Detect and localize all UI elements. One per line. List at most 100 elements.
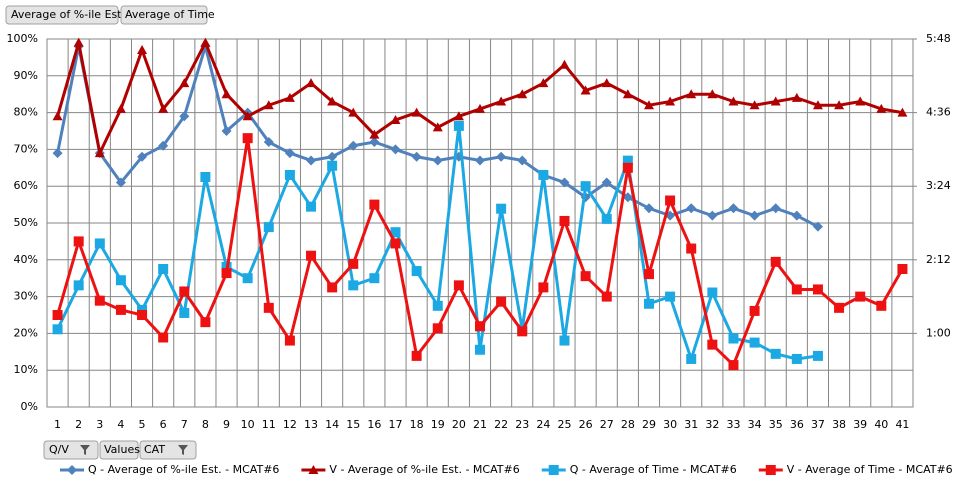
point bbox=[52, 148, 63, 159]
point bbox=[728, 333, 739, 344]
point bbox=[728, 203, 739, 214]
point bbox=[496, 96, 507, 106]
point bbox=[707, 287, 718, 298]
point bbox=[475, 155, 485, 166]
point bbox=[263, 302, 274, 313]
series bbox=[52, 37, 908, 158]
point bbox=[242, 273, 253, 284]
point bbox=[115, 103, 126, 113]
point bbox=[770, 348, 781, 359]
y-tick-label: 10% bbox=[14, 363, 38, 376]
x-tick-label: 30 bbox=[663, 418, 677, 431]
x-tick-label: 26 bbox=[579, 418, 593, 431]
point bbox=[517, 155, 528, 166]
point bbox=[94, 295, 105, 306]
field-button[interactable] bbox=[120, 5, 208, 25]
x-tick-label: 34 bbox=[748, 418, 762, 431]
x-tick-label: 40 bbox=[874, 418, 888, 431]
x-tick-label: 41 bbox=[895, 418, 909, 431]
point bbox=[622, 155, 633, 166]
y-tick-label: 70% bbox=[14, 142, 38, 155]
y-tick-label: 40% bbox=[14, 253, 38, 266]
x-tick-label: 16 bbox=[367, 418, 381, 431]
filter-icon[interactable] bbox=[178, 445, 188, 455]
point bbox=[348, 107, 359, 117]
point bbox=[348, 140, 359, 151]
point bbox=[686, 243, 697, 254]
y2-tick-label: 2:12 bbox=[926, 253, 951, 266]
y-tick-label: 90% bbox=[14, 69, 38, 82]
point bbox=[200, 317, 211, 328]
filter-icon[interactable] bbox=[80, 445, 90, 455]
point bbox=[707, 89, 718, 99]
point bbox=[559, 215, 570, 226]
point bbox=[179, 111, 190, 122]
point bbox=[115, 275, 126, 286]
x-tick-label: 35 bbox=[769, 418, 783, 431]
point bbox=[390, 227, 401, 238]
point bbox=[601, 213, 612, 224]
point bbox=[453, 111, 464, 121]
point bbox=[158, 332, 169, 343]
x-tick-label: 27 bbox=[600, 418, 614, 431]
point bbox=[327, 282, 338, 293]
x-tick-label: 28 bbox=[621, 418, 635, 431]
point bbox=[538, 282, 549, 293]
x-tick-label: 17 bbox=[389, 418, 403, 431]
point bbox=[812, 350, 823, 361]
point bbox=[94, 238, 105, 249]
point bbox=[390, 238, 401, 249]
field-button[interactable] bbox=[99, 440, 139, 460]
legend-marker bbox=[548, 465, 559, 475]
x-tick-label: 5 bbox=[139, 418, 146, 431]
point bbox=[73, 280, 84, 291]
field-button[interactable] bbox=[5, 5, 119, 25]
point bbox=[686, 203, 697, 214]
point bbox=[749, 337, 760, 348]
x-tick-label: 10 bbox=[241, 418, 255, 431]
point bbox=[496, 296, 507, 307]
point bbox=[643, 100, 654, 110]
point bbox=[876, 103, 887, 113]
x-tick-label: 11 bbox=[262, 418, 276, 431]
point bbox=[475, 103, 485, 113]
point bbox=[284, 92, 295, 102]
point bbox=[580, 181, 591, 192]
point bbox=[432, 300, 443, 311]
point bbox=[221, 89, 232, 99]
point bbox=[306, 78, 317, 88]
point bbox=[221, 126, 232, 136]
point bbox=[707, 210, 718, 221]
legend-item: Q - Average of %-ile Est. - MCAT#6 bbox=[60, 463, 279, 476]
point bbox=[834, 100, 845, 110]
legend-label: Q - Average of %-ile Est. - MCAT#6 bbox=[88, 463, 279, 476]
point bbox=[897, 107, 908, 117]
legend-label: V - Average of Time - MCAT#6 bbox=[787, 463, 953, 476]
x-tick-label: 23 bbox=[515, 418, 529, 431]
point bbox=[137, 310, 148, 320]
field-button-label: Q/V bbox=[49, 443, 69, 456]
x-tick-label: 7 bbox=[181, 418, 188, 431]
x-tick-label: 15 bbox=[346, 418, 360, 431]
point bbox=[770, 96, 781, 106]
point bbox=[348, 258, 359, 269]
point bbox=[622, 162, 633, 173]
point bbox=[855, 96, 866, 106]
point bbox=[369, 137, 380, 148]
x-tick-label: 2 bbox=[75, 418, 82, 431]
legend-item: V - Average of Time - MCAT#6 bbox=[758, 463, 953, 476]
point bbox=[158, 103, 169, 113]
point bbox=[411, 350, 422, 361]
point bbox=[137, 151, 148, 162]
point bbox=[559, 59, 570, 69]
point bbox=[263, 137, 274, 148]
point bbox=[242, 133, 253, 144]
y2-tick-label: 4:36 bbox=[926, 106, 951, 119]
x-tick-label: 20 bbox=[452, 418, 466, 431]
point bbox=[791, 210, 802, 221]
point bbox=[411, 107, 422, 117]
point bbox=[179, 307, 190, 318]
point bbox=[390, 144, 401, 155]
point bbox=[517, 89, 528, 99]
